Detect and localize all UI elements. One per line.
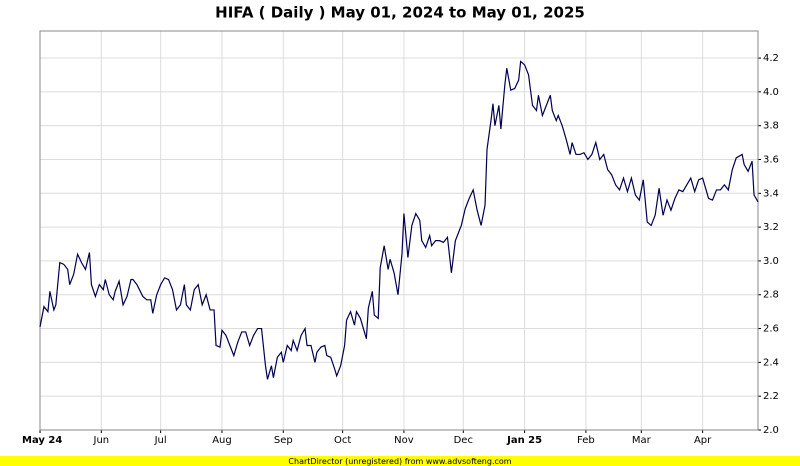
x-tick-label: May 24 — [22, 435, 62, 446]
y-tick-label: 3.4 — [763, 188, 779, 199]
y-tick-label: 4.0 — [763, 87, 779, 98]
y-tick-label: 2.8 — [763, 290, 779, 301]
x-tick-label: Mar — [632, 435, 652, 446]
y-tick-label: 2.4 — [763, 357, 779, 368]
x-tick-label: Jul — [154, 435, 167, 446]
y-tick-label: 3.6 — [763, 154, 779, 165]
y-tick-label: 2.0 — [763, 425, 779, 436]
x-tick-label: Aug — [212, 435, 232, 446]
chart-title: HIFA ( Daily ) May 01, 2024 to May 01, 2… — [215, 4, 585, 22]
plot-frame — [39, 30, 759, 431]
y-tick-label: 3.0 — [763, 256, 779, 267]
x-tick-label: Jun — [93, 435, 110, 446]
x-tick-label: Nov — [394, 435, 414, 446]
x-tick-label: Oct — [334, 435, 351, 446]
x-tick-label: Feb — [577, 435, 595, 446]
x-tick-label: Jan 25 — [506, 435, 542, 446]
footer-bar — [0, 456, 800, 466]
y-tick-label: 2.6 — [763, 324, 779, 335]
x-tick-label: Sep — [274, 435, 293, 446]
x-tick-label: Apr — [694, 435, 712, 446]
y-tick-label: 3.8 — [763, 121, 779, 132]
x-tick-label: Dec — [454, 435, 473, 446]
footer: ChartDirector (unregistered) from www.ad… — [288, 457, 511, 466]
price-line — [39, 60, 759, 380]
y-tick-label: 3.2 — [763, 222, 779, 233]
y-tick-label: 2.2 — [763, 391, 779, 402]
y-tick-label: 4.2 — [763, 53, 779, 64]
